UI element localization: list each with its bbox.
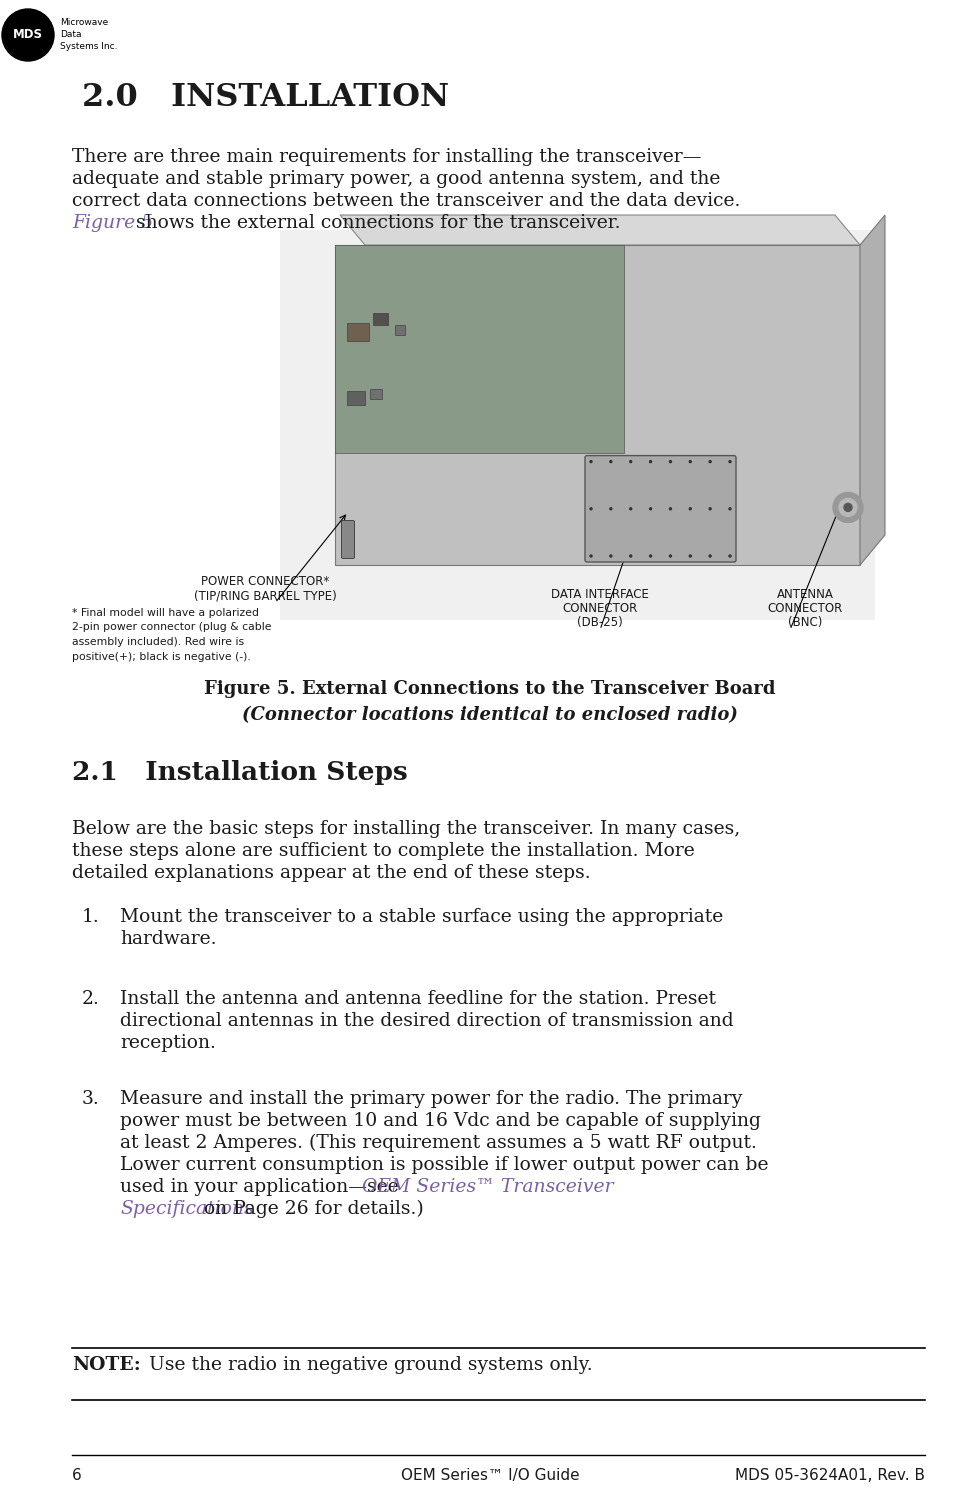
Circle shape <box>729 555 731 558</box>
Text: OEM Series™ I/O Guide: OEM Series™ I/O Guide <box>401 1468 579 1483</box>
Text: Below are the basic steps for installing the transceiver. In many cases,: Below are the basic steps for installing… <box>72 819 740 839</box>
Text: 6: 6 <box>72 1468 81 1483</box>
Circle shape <box>610 555 612 558</box>
Text: Use the radio in negative ground systems only.: Use the radio in negative ground systems… <box>137 1356 593 1374</box>
Text: 3.: 3. <box>82 1090 100 1108</box>
Circle shape <box>710 460 711 462</box>
Text: * Final model will have a polarized: * Final model will have a polarized <box>72 608 259 617</box>
Circle shape <box>839 498 857 516</box>
Text: shows the external connections for the transceiver.: shows the external connections for the t… <box>130 214 620 232</box>
Circle shape <box>630 555 632 558</box>
Circle shape <box>689 508 691 510</box>
Text: 1.: 1. <box>82 907 100 925</box>
Circle shape <box>590 508 592 510</box>
Circle shape <box>844 504 852 511</box>
Text: power must be between 10 and 16 Vdc and be capable of supplying: power must be between 10 and 16 Vdc and … <box>120 1112 760 1130</box>
Text: correct data connections between the transceiver and the data device.: correct data connections between the tra… <box>72 191 740 209</box>
Text: Mount the transceiver to a stable surface using the appropriate: Mount the transceiver to a stable surfac… <box>120 907 723 925</box>
Text: detailed explanations appear at the end of these steps.: detailed explanations appear at the end … <box>72 864 591 882</box>
FancyBboxPatch shape <box>341 520 355 559</box>
Circle shape <box>669 460 671 462</box>
Circle shape <box>729 508 731 510</box>
Text: Microwave: Microwave <box>60 18 108 27</box>
Text: adequate and stable primary power, a good antenna system, and the: adequate and stable primary power, a goo… <box>72 170 720 188</box>
Text: positive(+); black is negative (-).: positive(+); black is negative (-). <box>72 652 251 661</box>
Circle shape <box>650 555 652 558</box>
Text: used in your application—see: used in your application—see <box>120 1178 405 1196</box>
Text: reception.: reception. <box>120 1035 216 1052</box>
Circle shape <box>689 460 691 462</box>
Bar <box>335 245 860 565</box>
Text: ANTENNA: ANTENNA <box>776 588 833 601</box>
Bar <box>373 312 388 324</box>
Text: There are three main requirements for installing the transceiver—: There are three main requirements for in… <box>72 148 702 166</box>
Bar <box>347 392 365 405</box>
Text: MDS: MDS <box>13 28 43 42</box>
Text: POWER CONNECTOR*: POWER CONNECTOR* <box>201 576 329 588</box>
Circle shape <box>590 555 592 558</box>
Text: 2-pin power connector (plug & cable: 2-pin power connector (plug & cable <box>72 622 271 632</box>
Text: Figure 5. External Connections to the Transceiver Board: Figure 5. External Connections to the Tr… <box>204 680 776 698</box>
Circle shape <box>669 508 671 510</box>
Circle shape <box>630 460 632 462</box>
Circle shape <box>610 508 612 510</box>
Text: MDS 05-3624A01, Rev. B: MDS 05-3624A01, Rev. B <box>735 1468 925 1483</box>
Circle shape <box>630 508 632 510</box>
Text: these steps alone are sufficient to complete the installation. More: these steps alone are sufficient to comp… <box>72 842 695 860</box>
Text: OEM Series™ Transceiver: OEM Series™ Transceiver <box>362 1178 613 1196</box>
Text: Specifications: Specifications <box>120 1200 254 1218</box>
Text: assembly included). Red wire is: assembly included). Red wire is <box>72 637 244 647</box>
Text: NOTE:: NOTE: <box>72 1356 141 1374</box>
Circle shape <box>710 508 711 510</box>
Circle shape <box>650 460 652 462</box>
Circle shape <box>2 9 54 61</box>
Text: directional antennas in the desired direction of transmission and: directional antennas in the desired dire… <box>120 1012 734 1030</box>
Circle shape <box>689 555 691 558</box>
FancyBboxPatch shape <box>585 456 736 562</box>
Text: CONNECTOR: CONNECTOR <box>767 602 843 614</box>
Text: 2.0   INSTALLATION: 2.0 INSTALLATION <box>82 82 449 114</box>
Text: (TIP/RING BARREL TYPE): (TIP/RING BARREL TYPE) <box>194 589 336 602</box>
Circle shape <box>669 555 671 558</box>
Bar <box>347 323 369 341</box>
Text: 2.1   Installation Steps: 2.1 Installation Steps <box>72 759 408 785</box>
Bar <box>370 389 382 399</box>
Text: Data: Data <box>60 30 81 39</box>
Text: 2.: 2. <box>82 990 100 1008</box>
Circle shape <box>610 460 612 462</box>
Text: Install the antenna and antenna feedline for the station. Preset: Install the antenna and antenna feedline… <box>120 990 716 1008</box>
Text: (DB-25): (DB-25) <box>577 616 623 629</box>
Circle shape <box>833 492 863 522</box>
Circle shape <box>729 460 731 462</box>
Circle shape <box>650 508 652 510</box>
Polygon shape <box>860 215 885 565</box>
Text: (BNC): (BNC) <box>788 616 822 629</box>
Text: Lower current consumption is possible if lower output power can be: Lower current consumption is possible if… <box>120 1156 768 1174</box>
Text: on Page 26 for details.): on Page 26 for details.) <box>198 1200 423 1218</box>
Text: CONNECTOR: CONNECTOR <box>563 602 638 614</box>
Text: Systems Inc.: Systems Inc. <box>60 42 118 51</box>
Circle shape <box>710 555 711 558</box>
Text: Figure 5: Figure 5 <box>72 214 153 232</box>
Bar <box>335 245 623 453</box>
Polygon shape <box>340 215 860 245</box>
Bar <box>280 230 875 620</box>
Text: hardware.: hardware. <box>120 930 217 948</box>
Bar <box>395 324 405 335</box>
Text: Measure and install the primary power for the radio. The primary: Measure and install the primary power fo… <box>120 1090 743 1108</box>
Text: (Connector locations identical to enclosed radio): (Connector locations identical to enclos… <box>242 706 738 724</box>
Text: at least 2 Amperes. (This requirement assumes a 5 watt RF output.: at least 2 Amperes. (This requirement as… <box>120 1135 757 1153</box>
Text: DATA INTERFACE: DATA INTERFACE <box>551 588 649 601</box>
Circle shape <box>590 460 592 462</box>
